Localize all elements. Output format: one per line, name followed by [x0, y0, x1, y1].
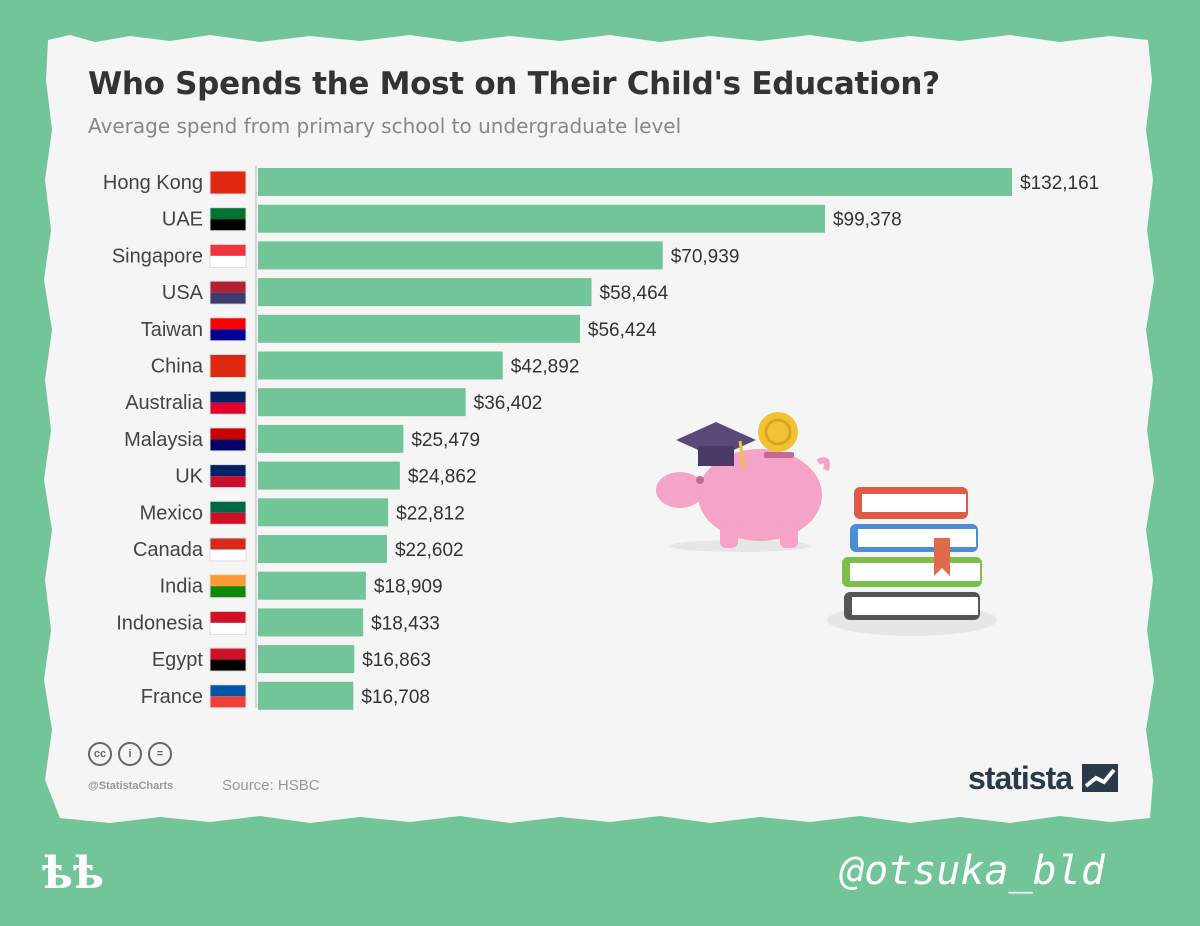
value-label: $24,862: [408, 467, 477, 488]
source-note: Source: HSBC: [222, 777, 320, 794]
india-flag-icon: [209, 574, 247, 599]
chart-title: Who Spends the Most on Their Child's Edu…: [88, 66, 940, 102]
indonesia-flag-icon: [209, 610, 247, 635]
category-label: Singapore: [112, 245, 203, 267]
category-label: Mexico: [140, 502, 203, 524]
singapore-flag-icon: [209, 243, 247, 268]
category-label: Indonesia: [116, 612, 204, 634]
bar-canada[interactable]: [258, 535, 387, 563]
bar-australia[interactable]: [258, 388, 466, 417]
category-label: Egypt: [152, 649, 204, 671]
bar-france[interactable]: [258, 681, 354, 710]
egypt-flag-icon: [209, 647, 247, 672]
usa-flag-icon: [209, 280, 247, 305]
bar-mexico[interactable]: [258, 498, 389, 527]
category-label: Taiwan: [141, 319, 203, 341]
malaysia-flag-icon: [209, 427, 247, 452]
bar-india[interactable]: [258, 571, 366, 600]
value-label: $99,378: [833, 210, 902, 231]
value-label: $25,479: [411, 430, 480, 451]
bar-malaysia[interactable]: [258, 424, 404, 453]
bar-usa[interactable]: [258, 278, 592, 307]
overlay-logo: ѣѣ: [42, 848, 104, 899]
bar-uae[interactable]: [258, 204, 825, 233]
overlay-signature: @otsuka_bld: [840, 848, 1105, 894]
bar-singapore[interactable]: [258, 241, 663, 270]
statista-mark-icon: [1082, 764, 1118, 792]
category-label: UK: [175, 466, 203, 488]
category-label: China: [151, 356, 204, 378]
bar-indonesia[interactable]: [258, 608, 364, 637]
mexico-flag-icon: [209, 500, 247, 525]
taiwan-flag-icon: [209, 317, 247, 342]
australia-flag-icon: [209, 390, 247, 415]
value-label: $56,424: [588, 320, 657, 341]
bar-taiwan[interactable]: [258, 314, 580, 343]
book-stack-illustration: [827, 487, 997, 636]
chart-subtitle: Average spend from primary school to und…: [88, 114, 682, 138]
category-label: Hong Kong: [103, 172, 203, 194]
bar-china[interactable]: [258, 351, 503, 380]
statista-logo[interactable]: statista: [968, 760, 1073, 796]
hong-kong-flag-icon: [209, 170, 247, 195]
graduation-cap-icon: [676, 422, 756, 471]
uae-flag-icon: [209, 207, 247, 232]
value-label: $22,812: [396, 503, 465, 524]
china-flag-icon: [209, 354, 247, 378]
value-label: $70,939: [671, 246, 740, 267]
category-label: France: [141, 686, 203, 708]
license-icons: cc i =: [88, 742, 172, 766]
value-label: $36,402: [474, 393, 543, 414]
value-label: $18,433: [371, 613, 440, 634]
bar-egypt[interactable]: [258, 645, 355, 674]
france-flag-icon: [209, 684, 247, 709]
value-label: $16,863: [362, 650, 431, 671]
category-label: USA: [162, 282, 204, 304]
attribution-icon[interactable]: i: [118, 742, 142, 766]
category-label: UAE: [162, 209, 203, 231]
value-label: $16,708: [361, 687, 430, 708]
canada-flag-icon: [209, 537, 247, 562]
category-label: Canada: [133, 539, 204, 561]
no-derivatives-icon[interactable]: =: [148, 742, 172, 766]
coin-icon: [758, 412, 798, 458]
bar-uk[interactable]: [258, 461, 400, 490]
value-label: $58,464: [600, 283, 669, 304]
uk-flag-icon: [209, 464, 247, 489]
value-label: $42,892: [511, 357, 580, 378]
bar-hong-kong[interactable]: [258, 168, 1012, 196]
value-label: $18,909: [374, 577, 443, 598]
category-label: Australia: [125, 392, 204, 414]
value-label: $132,161: [1020, 173, 1099, 194]
category-label: Malaysia: [124, 429, 204, 451]
cc-icon[interactable]: cc: [88, 742, 112, 766]
category-label: India: [160, 576, 204, 598]
piggy-bank-illustration: [656, 449, 830, 552]
statista-handle: @StatistaCharts: [88, 780, 174, 792]
value-label: $22,602: [395, 540, 464, 561]
